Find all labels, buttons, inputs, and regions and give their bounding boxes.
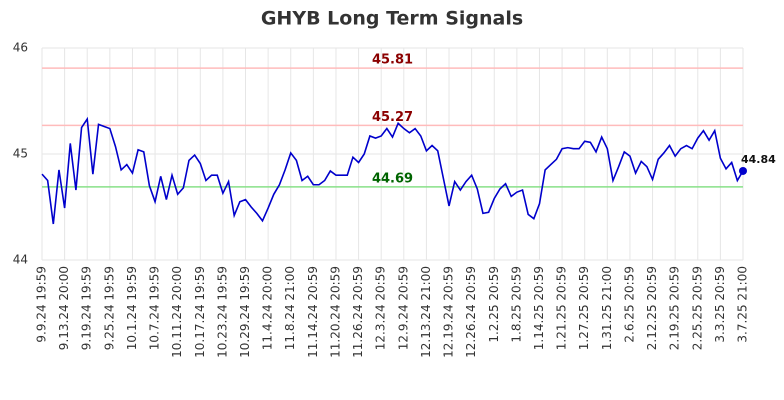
x-tick-label: 12.13.24 21:00 [419, 266, 433, 358]
price-line [41, 116, 744, 225]
reference-label: 45.27 [372, 110, 413, 125]
x-tick-label: 10.1.24 19:59 [125, 266, 139, 350]
y-tick-label: 45 [13, 147, 28, 161]
reference-label: 44.69 [372, 171, 413, 186]
x-tick-label: 12.9.24 20:59 [396, 266, 410, 350]
x-tick-label: 1.27.25 20:59 [577, 266, 591, 350]
x-tick-label: 10.29.24 19:59 [238, 266, 252, 358]
chart-title: GHYB Long Term Signals [261, 8, 523, 30]
x-tick-label: 10.11.24 20:00 [170, 266, 184, 358]
x-tick-label: 2.19.25 20:59 [668, 266, 682, 350]
x-tick-label: 11.20.24 20:59 [328, 266, 342, 358]
x-tick-label: 12.19.24 20:59 [442, 266, 456, 358]
x-tick-label: 1.8.25 20:59 [509, 266, 523, 343]
x-tick-label: 1.2.25 20:59 [487, 266, 501, 343]
last-point [739, 166, 747, 175]
x-tick-label: 9.9.24 19:59 [35, 266, 49, 343]
x-tick-label: 3.3.25 20:59 [713, 266, 727, 343]
x-tick-label: 2.6.25 20:59 [622, 266, 636, 343]
x-tick-label: 9.19.24 19:59 [80, 266, 94, 350]
x-tick-label: 12.26.24 20:59 [464, 266, 478, 358]
reference-label: 45.81 [372, 53, 413, 68]
y-tick-label: 44 [13, 253, 28, 267]
last-value-label: 44.84 [741, 153, 776, 166]
x-tick-label: 9.13.24 20:00 [57, 266, 71, 350]
x-tick-label: 12.3.24 20:59 [374, 266, 388, 350]
x-tick-label: 2.12.25 20:59 [645, 266, 659, 350]
x-tick-label: 11.26.24 20:59 [351, 266, 365, 358]
x-tick-label: 10.17.24 19:59 [193, 266, 207, 358]
x-tick-label: 2.25.25 20:59 [690, 266, 704, 350]
x-tick-label: 1.21.25 20:59 [555, 266, 569, 350]
x-tick-label: 9.25.24 19:59 [102, 266, 116, 350]
x-tick-label: 11.14.24 20:59 [306, 266, 320, 358]
x-tick-label: 1.31.25 21:00 [600, 266, 614, 350]
x-tick-label: 3.7.25 21:00 [736, 266, 750, 343]
x-tick-label: 11.8.24 21:00 [283, 266, 297, 350]
x-tick-label: 1.14.25 20:59 [532, 266, 546, 350]
y-tick-label: 46 [13, 41, 28, 55]
x-tick-label: 10.7.24 19:59 [148, 266, 162, 350]
x-tick-label: 10.23.24 19:59 [215, 266, 229, 358]
x-tick-label: 11.4.24 20:00 [261, 266, 275, 350]
